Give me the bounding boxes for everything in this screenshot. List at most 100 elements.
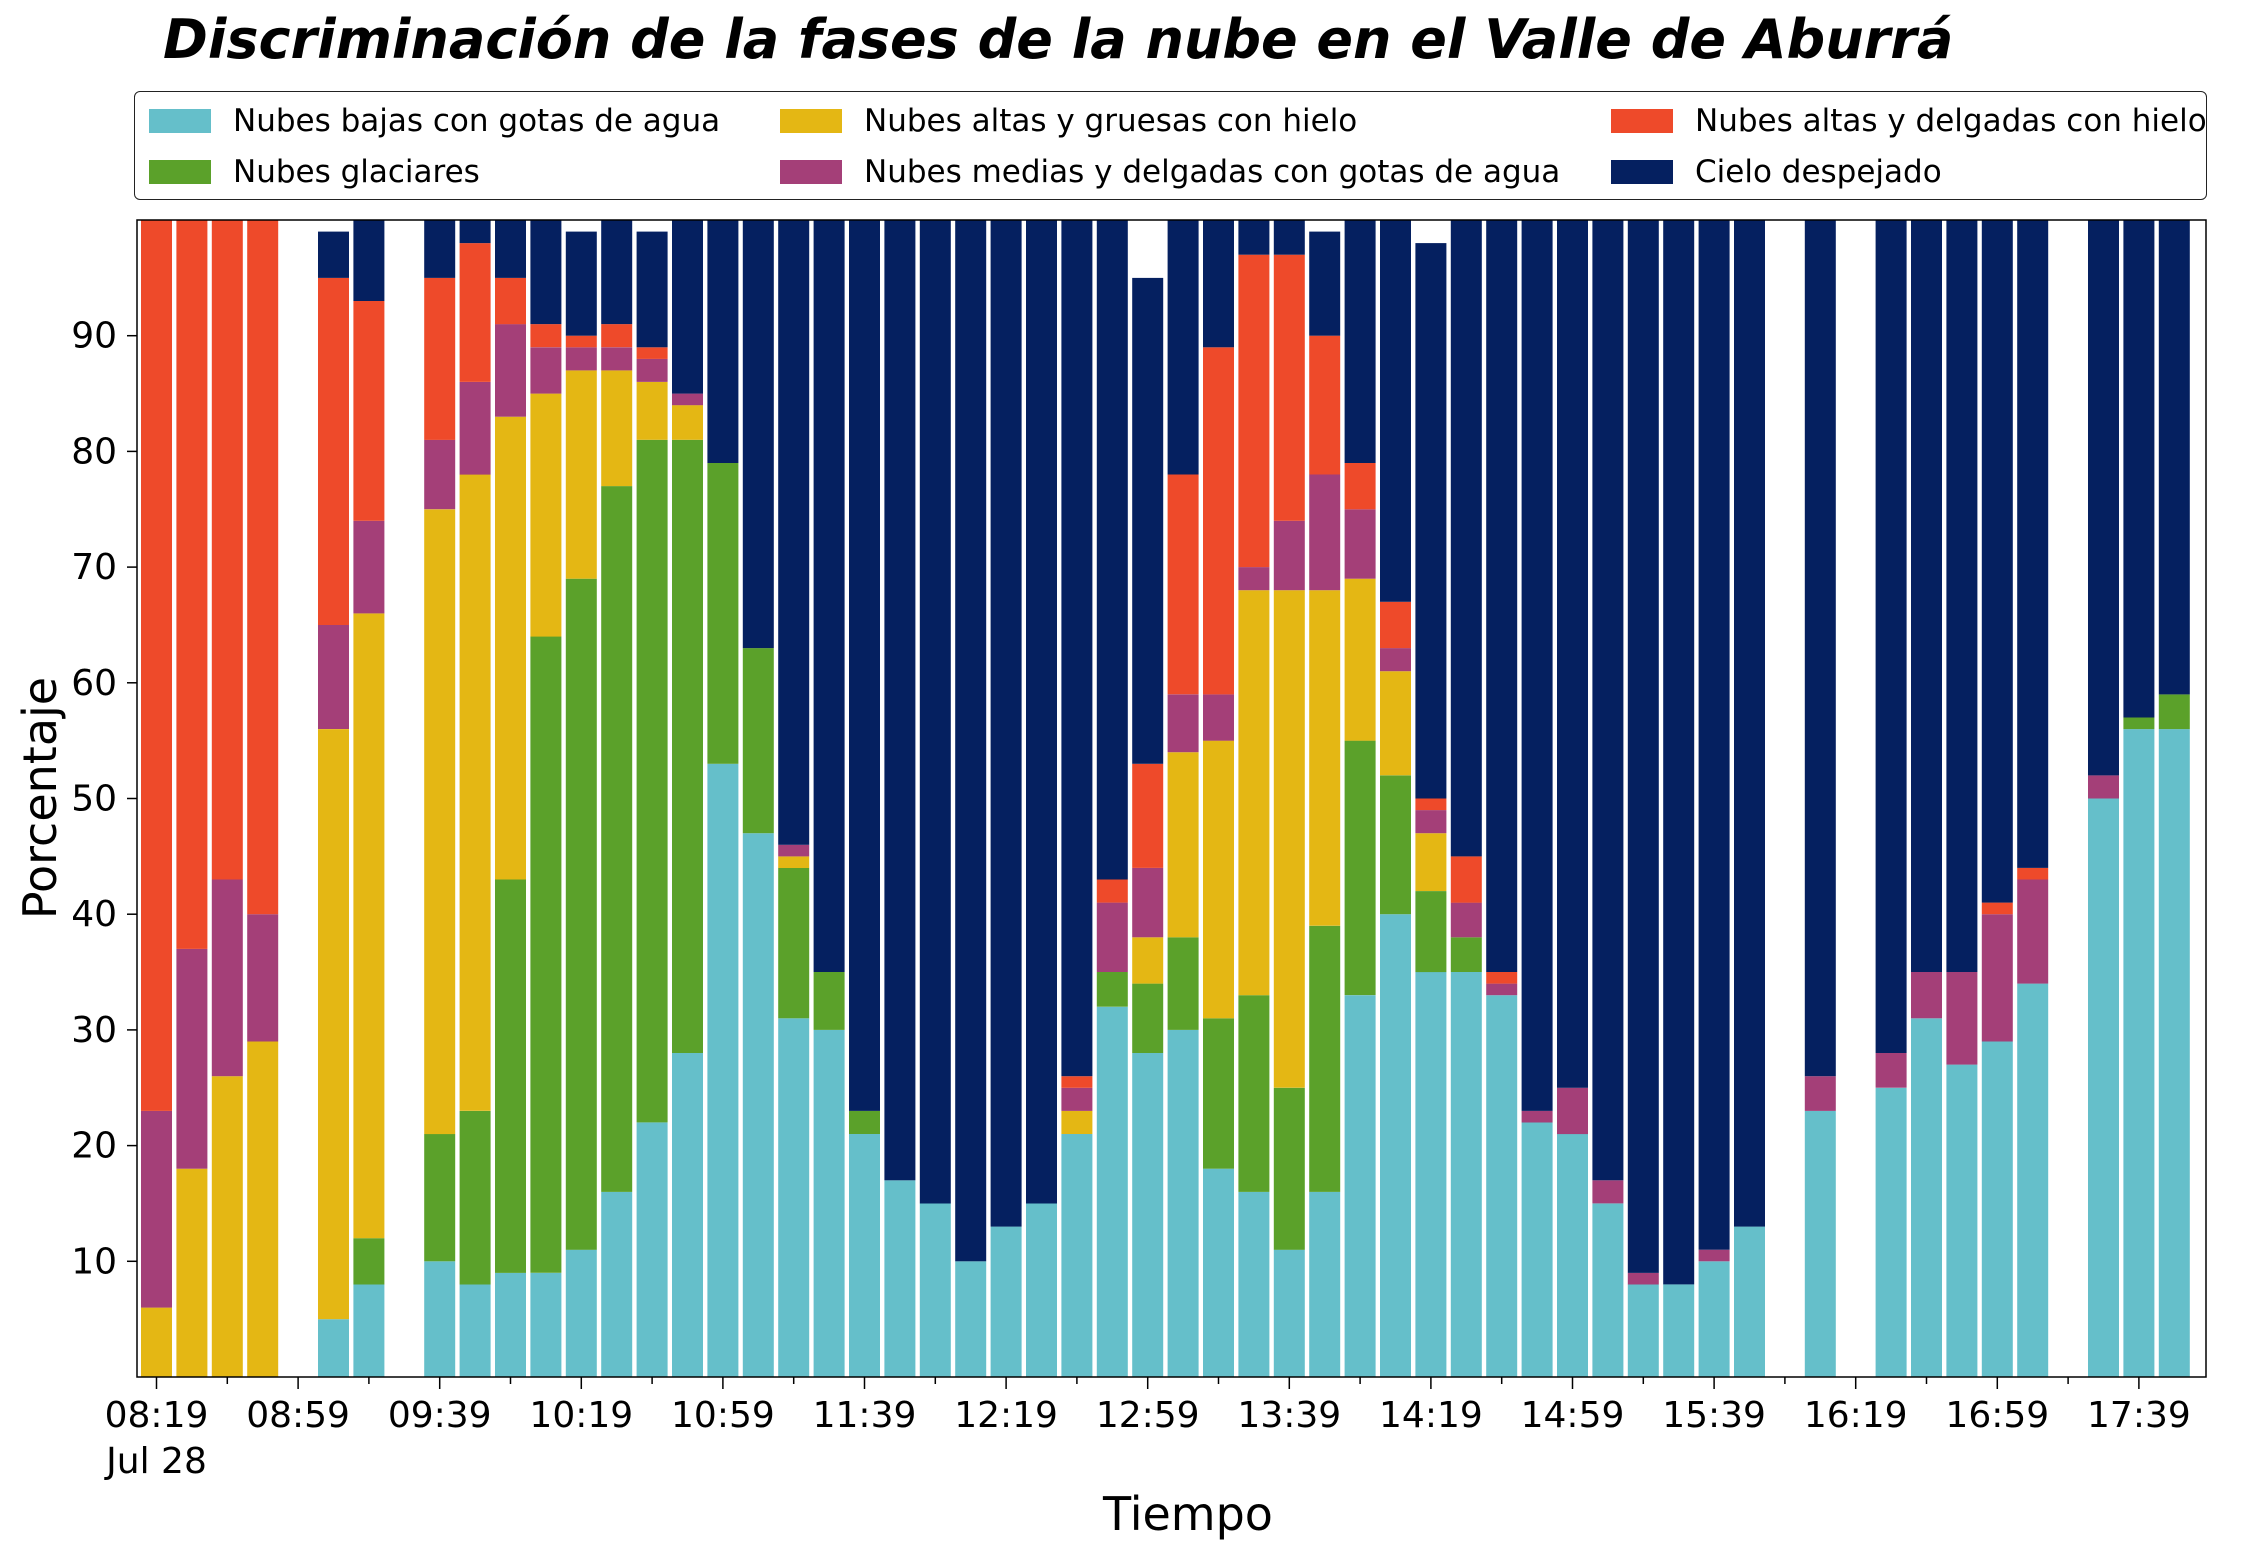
bar-segment-14-series-2 <box>636 382 668 440</box>
chart-title: Discriminación de la fases de la nube en… <box>163 8 1954 71</box>
bar-segment-56-series-5 <box>2123 220 2155 718</box>
bar-segment-10-series-5 <box>495 220 526 278</box>
bar-segment-12-series-4 <box>565 335 597 348</box>
bar-segment-27-series-4 <box>1096 879 1128 903</box>
bar-segment-37-series-5 <box>1450 220 1482 857</box>
bar-segment-40-series-0 <box>1557 1134 1588 1377</box>
bar-segment-41-series-5 <box>1592 220 1624 1181</box>
x-tick-label-2: 09:39 <box>388 1395 492 1436</box>
bar-segment-0-series-3 <box>141 1110 172 1308</box>
legend-item-nubes-glaciares: Nubes glaciares <box>149 154 480 190</box>
bar-segment-40-series-5 <box>1557 220 1588 1088</box>
bar-segment-8-series-1 <box>424 1134 456 1262</box>
bar-segment-50-series-0 <box>1911 1018 1942 1377</box>
bar-segment-35-series-0 <box>1380 914 1411 1377</box>
bar-segment-42-series-3 <box>1627 1272 1659 1285</box>
bar-segment-20-series-1 <box>849 1110 880 1134</box>
bars-layer <box>141 220 2190 1378</box>
bar-segment-34-series-2 <box>1344 578 1376 741</box>
bar-segment-36-series-0 <box>1415 972 1447 1377</box>
bar-segment-29-series-3 <box>1167 694 1199 753</box>
bar-segment-52-series-0 <box>1981 1041 2013 1377</box>
y-tick-label-40: 40 <box>71 894 117 935</box>
bar-segment-29-series-2 <box>1167 752 1199 938</box>
bar-segment-19-series-5 <box>813 220 845 972</box>
bar-segment-15-series-0 <box>672 1053 703 1377</box>
bar-segment-20-series-5 <box>849 220 880 1111</box>
bar-segment-12-series-5 <box>565 231 597 336</box>
bar-segment-2-series-4 <box>211 220 243 880</box>
bar-segment-2-series-3 <box>211 879 243 1077</box>
bar-segment-1-series-3 <box>176 948 208 1169</box>
bar-segment-30-series-4 <box>1203 347 1234 695</box>
bar-segment-5-series-5 <box>318 231 349 278</box>
bar-segment-17-series-1 <box>742 648 774 834</box>
plot-frame <box>136 219 2207 1378</box>
bar-segment-53-series-3 <box>2017 879 2049 984</box>
bar-segment-50-series-3 <box>1911 972 1942 1019</box>
bar-segment-57-series-0 <box>2158 729 2190 1377</box>
bar-segment-31-series-3 <box>1238 567 1270 591</box>
bar-segment-10-series-4 <box>495 277 526 325</box>
x-tick-label-0: 08:19 <box>105 1395 209 1436</box>
bar-segment-6-series-0 <box>353 1284 385 1377</box>
bar-segment-47-series-3 <box>1804 1076 1836 1111</box>
x-tick-label-11: 15:39 <box>1662 1395 1766 1436</box>
bar-segment-9-series-0 <box>459 1284 491 1377</box>
bar-segment-32-series-4 <box>1273 254 1305 521</box>
bar-segment-37-series-0 <box>1450 972 1482 1377</box>
x-tick-label-5: 11:39 <box>813 1395 917 1436</box>
y-tick-label-60: 60 <box>71 663 117 704</box>
bar-segment-32-series-1 <box>1273 1087 1305 1250</box>
x-axis-label: Tiempo <box>1102 1487 1273 1541</box>
bar-segment-32-series-0 <box>1273 1249 1305 1377</box>
bar-segment-25-series-0 <box>1026 1203 1057 1377</box>
bar-segment-11-series-3 <box>530 347 562 394</box>
bar-segment-38-series-0 <box>1486 995 1518 1377</box>
bar-segment-30-series-2 <box>1203 740 1234 1019</box>
bar-segment-12-series-2 <box>565 370 597 579</box>
bar-segment-8-series-5 <box>424 220 456 278</box>
bar-segment-32-series-5 <box>1273 220 1305 255</box>
bar-segment-6-series-4 <box>353 301 385 521</box>
bar-segment-3-series-2 <box>247 1041 279 1377</box>
bar-segment-2-series-2 <box>211 1076 243 1377</box>
bar-segment-45-series-0 <box>1734 1226 1765 1377</box>
bar-segment-5-series-4 <box>318 277 349 625</box>
bar-segment-28-series-1 <box>1132 983 1164 1053</box>
bar-segment-38-series-3 <box>1486 983 1518 996</box>
bar-segment-17-series-0 <box>742 833 774 1377</box>
legend-swatch-nubes-bajas <box>149 109 211 133</box>
bar-segment-33-series-0 <box>1309 1191 1341 1377</box>
bar-segment-12-series-0 <box>565 1249 597 1377</box>
bar-segment-13-series-3 <box>601 347 633 371</box>
bar-segment-53-series-0 <box>2017 983 2049 1377</box>
y-tick-label-20: 20 <box>71 1126 117 1167</box>
bar-segment-51-series-5 <box>1946 220 1978 972</box>
bar-segment-44-series-0 <box>1698 1261 1730 1377</box>
bar-segment-28-series-5 <box>1132 277 1164 764</box>
x-tick-label-4: 10:59 <box>671 1395 775 1436</box>
x-tick-label-14: 17:39 <box>2087 1395 2191 1436</box>
bar-segment-57-series-5 <box>2158 220 2190 695</box>
bar-segment-41-series-0 <box>1592 1203 1624 1377</box>
bar-segment-28-series-2 <box>1132 937 1164 984</box>
bar-segment-29-series-5 <box>1167 220 1199 475</box>
bar-segment-10-series-1 <box>495 879 526 1273</box>
legend-label-nubes-medias: Nubes medias y delgadas con gotas de agu… <box>864 154 1561 190</box>
bar-segment-30-series-0 <box>1203 1168 1234 1377</box>
bar-segment-15-series-2 <box>672 405 703 440</box>
bar-segment-27-series-0 <box>1096 1006 1128 1377</box>
bar-segment-13-series-4 <box>601 324 633 348</box>
bar-segment-18-series-5 <box>778 220 810 845</box>
bar-segment-23-series-0 <box>955 1261 987 1377</box>
bar-segment-34-series-0 <box>1344 995 1376 1377</box>
bar-segment-37-series-4 <box>1450 856 1482 903</box>
x-tick-label-8: 13:39 <box>1237 1395 1341 1436</box>
bar-segment-33-series-4 <box>1309 335 1341 475</box>
legend-label-nubes-altas-gruesas: Nubes altas y gruesas con hielo <box>864 103 1358 139</box>
bar-segment-35-series-2 <box>1380 671 1411 776</box>
bar-segment-41-series-3 <box>1592 1180 1624 1204</box>
bar-segment-26-series-3 <box>1061 1087 1093 1111</box>
